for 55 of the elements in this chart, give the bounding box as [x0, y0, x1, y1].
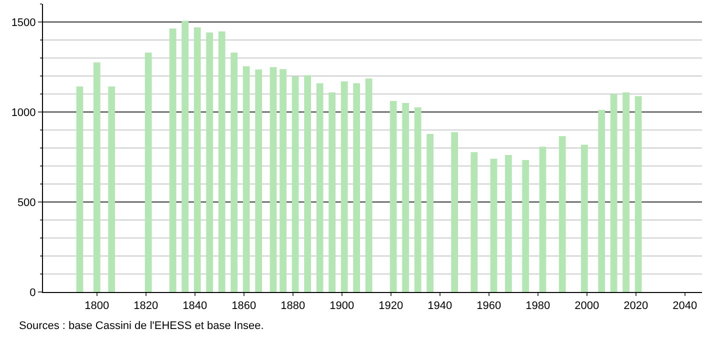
bar — [451, 132, 458, 292]
bar — [182, 20, 189, 292]
bar — [505, 155, 512, 292]
bar — [270, 67, 277, 292]
bar — [230, 52, 238, 292]
bar — [353, 83, 360, 292]
bar — [280, 69, 287, 292]
bar — [402, 103, 409, 292]
bar — [194, 27, 201, 292]
bar — [340, 81, 348, 292]
y-tick-label: 500 — [17, 196, 36, 209]
y-tick-label: 1000 — [11, 106, 36, 119]
bar — [580, 144, 588, 292]
bar — [93, 62, 100, 292]
bar — [169, 28, 176, 292]
bar — [76, 86, 84, 292]
x-tick-label: 1880 — [280, 300, 306, 312]
x-tick-label: 1980 — [526, 300, 550, 312]
bar — [490, 158, 498, 292]
bar — [365, 78, 372, 292]
x-tick-label: 1820 — [134, 300, 158, 312]
bar — [218, 31, 226, 292]
bar — [316, 83, 324, 292]
bar — [304, 75, 312, 292]
bar — [470, 152, 478, 292]
bar — [328, 92, 336, 292]
bar — [292, 76, 299, 292]
bar — [634, 96, 642, 292]
x-tick-label: 1860 — [232, 300, 256, 312]
source-note: Sources : base Cassini de l'EHESS et base Insee. — [19, 320, 264, 332]
x-tick-label: 1920 — [378, 300, 404, 312]
x-tick-label: 1800 — [84, 300, 110, 312]
bar — [390, 101, 397, 292]
x-tick-label: 1900 — [330, 300, 354, 312]
bar — [598, 110, 605, 292]
bar — [255, 70, 262, 292]
x-tick-label: 2000 — [574, 300, 600, 312]
bar — [206, 32, 214, 292]
bar — [610, 94, 618, 292]
x-tick-label: 1940 — [428, 300, 452, 312]
bar — [144, 52, 152, 292]
y-tick-label: 0 — [30, 286, 36, 299]
bar — [414, 107, 422, 292]
x-tick-label: 1960 — [476, 300, 502, 312]
y-tick-label: 1500 — [11, 16, 36, 29]
bar — [242, 66, 250, 292]
bar — [539, 146, 546, 292]
bar — [558, 136, 566, 292]
x-tick-label: 2020 — [624, 300, 648, 312]
x-tick-label: 2040 — [672, 300, 698, 312]
bar — [108, 86, 116, 292]
bar — [622, 92, 630, 292]
x-tick-label: 1840 — [182, 300, 208, 312]
bar — [426, 134, 434, 292]
bar — [522, 160, 530, 292]
